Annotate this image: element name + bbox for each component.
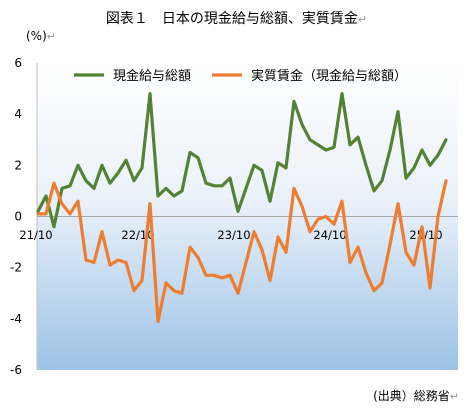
y-tick-label: 0 [14,210,22,224]
y-tick-label: 2 [14,158,22,172]
return-mark-icon: ↵ [449,390,459,403]
x-tick-label: 21/10 [19,228,52,242]
x-tick-label: 23/10 [217,228,250,242]
series-line-1 [36,179,448,323]
y-tick-label: 4 [14,107,22,121]
x-tick-label: 22/10 [121,228,154,242]
legend-label-0: 現金給与総額 [113,68,191,84]
series-line-0 [36,92,448,229]
y-tick-label: -6 [10,363,22,377]
y-tick-label: -4 [10,312,22,326]
y-tick-label: -2 [10,261,22,275]
x-tick-label: 24/10 [313,228,346,242]
y-tick-label: 6 [14,56,22,70]
return-mark-icon: ↵ [357,13,368,26]
y-axis-unit-label: (%)↵ [26,29,56,43]
source-note: (出典）総務省↵ [373,389,459,403]
chart-title: 図表１ 日本の現金給与総額、実質賃金↵ [105,11,368,27]
return-mark-icon: ↵ [46,30,56,43]
legend-label-1: 実質賃金（現金給与総額） [251,68,407,84]
